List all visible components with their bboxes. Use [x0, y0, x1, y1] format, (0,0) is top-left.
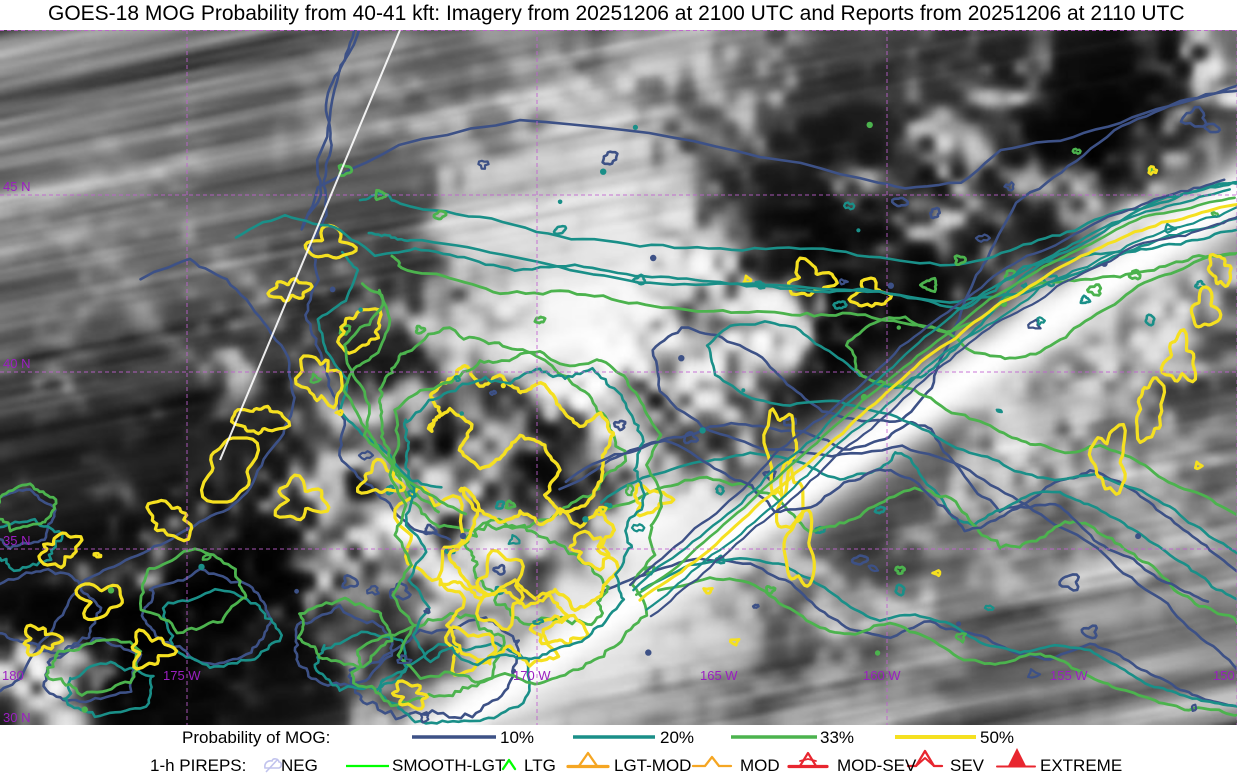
- svg-text:155 W: 155 W: [1050, 668, 1088, 683]
- svg-text:170 W: 170 W: [513, 668, 551, 683]
- svg-text:175 W: 175 W: [163, 668, 201, 683]
- svg-text:35 N: 35 N: [3, 533, 30, 548]
- svg-text:160 W: 160 W: [863, 668, 901, 683]
- svg-text:150 W: 150 W: [1213, 668, 1237, 683]
- svg-text:45 N: 45 N: [3, 179, 30, 194]
- svg-text:180: 180: [2, 668, 24, 683]
- svg-text:30 N: 30 N: [3, 710, 30, 725]
- svg-text:165 W: 165 W: [700, 668, 738, 683]
- svg-text:40 N: 40 N: [3, 356, 30, 371]
